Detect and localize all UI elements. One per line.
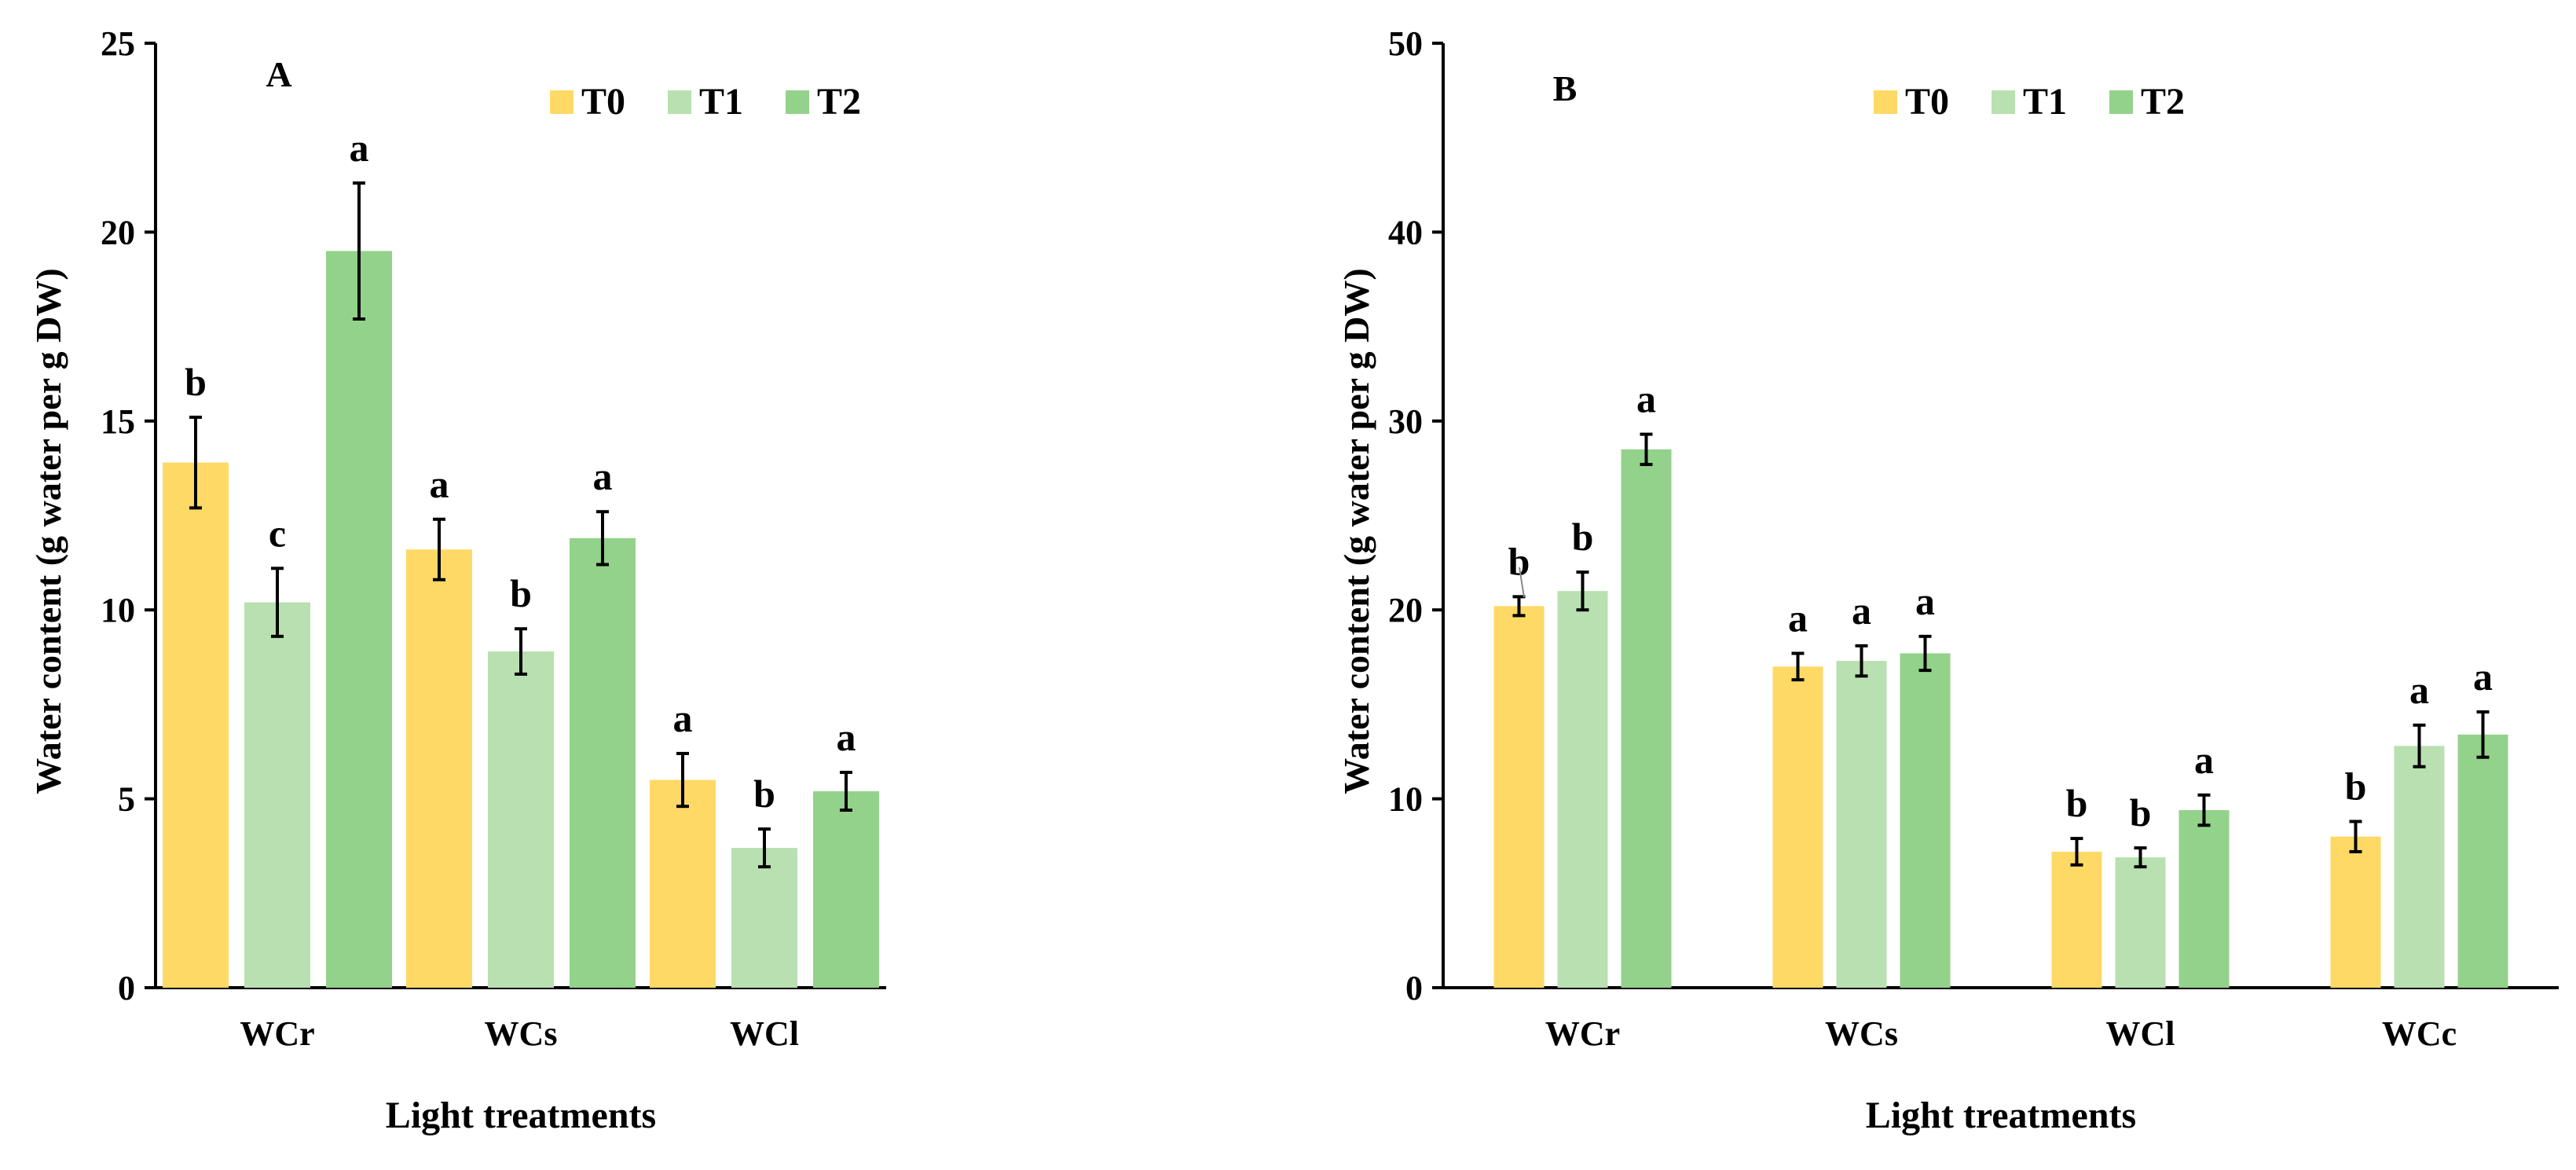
significance-letter: b bbox=[510, 571, 532, 615]
significance-letter: b bbox=[1508, 539, 1530, 583]
bar-t2 bbox=[2457, 734, 2508, 988]
legend-swatch-t2 bbox=[786, 90, 809, 114]
significance-letter: a bbox=[1636, 377, 1656, 421]
y-tick-label: 20 bbox=[1388, 591, 1423, 629]
bar-t2 bbox=[1621, 449, 1672, 988]
significance-letter: a bbox=[2473, 655, 2493, 699]
x-category-label: WCr bbox=[1545, 1014, 1620, 1053]
significance-letter: b bbox=[2066, 781, 2088, 825]
significance-letter: b bbox=[753, 772, 775, 816]
bar-t1 bbox=[1836, 661, 1887, 988]
y-tick-label: 30 bbox=[1388, 402, 1423, 441]
bar-t1 bbox=[488, 651, 554, 988]
bar-t2 bbox=[570, 537, 636, 988]
bar-t2 bbox=[1900, 653, 1951, 988]
x-category-label: WCs bbox=[1825, 1014, 1898, 1053]
bar-t2 bbox=[813, 790, 879, 988]
legend-label: T2 bbox=[817, 81, 861, 123]
legend-label: T1 bbox=[2023, 81, 2067, 123]
legend-swatch-t0 bbox=[550, 90, 573, 114]
y-axis-title: Water content (g water per g DW) bbox=[28, 268, 68, 794]
y-tick-label: 0 bbox=[118, 969, 135, 1007]
significance-letter: a bbox=[837, 715, 856, 759]
significance-letter: a bbox=[673, 696, 693, 740]
significance-letter: b bbox=[2130, 790, 2152, 834]
x-axis-title: Light treatments bbox=[1866, 1095, 2136, 1136]
y-tick-label: 20 bbox=[101, 213, 135, 251]
bar-t0 bbox=[406, 549, 472, 988]
x-axis-title: Light treatments bbox=[386, 1095, 656, 1136]
y-tick-label: 10 bbox=[1388, 780, 1423, 819]
bar-t2 bbox=[326, 251, 392, 988]
y-tick-label: 10 bbox=[101, 591, 135, 629]
bar-t1 bbox=[2115, 857, 2166, 988]
x-category-label: WCr bbox=[240, 1014, 314, 1053]
significance-letter: b bbox=[1572, 515, 1594, 559]
y-tick-label: 50 bbox=[1388, 24, 1423, 63]
x-category-label: WCs bbox=[485, 1014, 558, 1053]
bar-t1 bbox=[731, 848, 797, 988]
x-category-label: WCc bbox=[2382, 1014, 2457, 1053]
legend-label: T0 bbox=[581, 81, 625, 123]
y-tick-label: 5 bbox=[118, 780, 135, 819]
bar-t1 bbox=[244, 602, 310, 988]
legend-swatch-t2 bbox=[2109, 90, 2133, 114]
y-tick-label: 40 bbox=[1388, 213, 1423, 251]
legend-label: T0 bbox=[1905, 81, 1949, 123]
x-category-label: WCl bbox=[2106, 1014, 2175, 1053]
significance-letter: b bbox=[185, 360, 207, 404]
annotation-leader-line bbox=[1519, 567, 1525, 598]
legend-swatch-t1 bbox=[668, 90, 691, 114]
y-tick-label: 0 bbox=[1405, 969, 1423, 1007]
significance-letter: a bbox=[1915, 579, 1935, 623]
y-axis-title: Water content (g water per g DW) bbox=[1336, 268, 1376, 794]
bar-t0 bbox=[650, 779, 716, 988]
significance-letter: a bbox=[350, 126, 369, 170]
panel-label: A bbox=[266, 54, 291, 94]
y-tick-label: 25 bbox=[101, 24, 135, 63]
panel-a: 0 5 10 15 20 25 b a a c b b a a a WCr WCs WCl Light treatm… bbox=[28, 24, 886, 1136]
bar-t0 bbox=[1772, 666, 1823, 988]
significance-letter: a bbox=[430, 462, 449, 506]
legend-label: T1 bbox=[699, 81, 743, 123]
legend-swatch-t0 bbox=[1874, 90, 1897, 114]
x-category-label: WCl bbox=[730, 1014, 799, 1053]
legend-swatch-t1 bbox=[1992, 90, 2015, 114]
bar-t0 bbox=[1493, 606, 1545, 988]
panel-label: B bbox=[1553, 68, 1577, 108]
significance-letter: a bbox=[1852, 589, 1871, 633]
bar-t2 bbox=[2178, 810, 2230, 988]
bar-t1 bbox=[2394, 746, 2445, 988]
significance-letter: c bbox=[269, 511, 286, 555]
y-tick-label: 15 bbox=[101, 402, 135, 441]
significance-letter: a bbox=[2409, 668, 2429, 712]
bar-t0 bbox=[2330, 836, 2381, 988]
bar-t0 bbox=[2051, 851, 2102, 988]
significance-letter: a bbox=[2194, 738, 2214, 782]
bar-t1 bbox=[1557, 591, 1608, 988]
significance-letter: a bbox=[593, 454, 613, 498]
significance-letter: b bbox=[2345, 764, 2367, 808]
bar-t0 bbox=[163, 462, 229, 988]
legend-label: T2 bbox=[2141, 81, 2185, 123]
significance-letter: a bbox=[1788, 596, 1808, 640]
